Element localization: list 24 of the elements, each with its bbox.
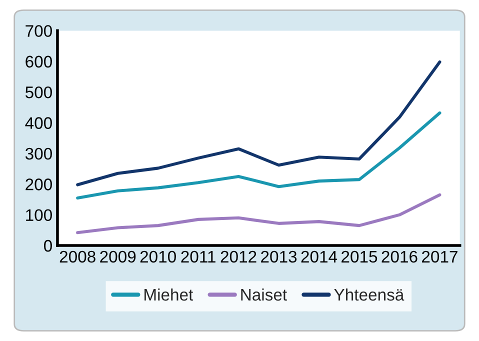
legend-label: Miehet [144, 288, 194, 301]
y-tick-label: 300 [25, 148, 52, 160]
line-series [76, 60, 442, 186]
line-series [76, 193, 442, 234]
x-tick-label: 2011 [181, 250, 216, 263]
x-tick-label: 2014 [301, 250, 338, 263]
y-tick-label: 500 [25, 86, 52, 98]
x-tick-label: 2015 [342, 250, 378, 263]
legend-label: Naiset [241, 288, 287, 301]
legend-label: Yhteensä [334, 288, 404, 301]
y-tick-label: 0 [44, 240, 52, 252]
x-tick-label: 2008 [60, 250, 96, 263]
y-tick-label: 100 [26, 209, 52, 222]
y-tick-label: 700 [26, 25, 52, 37]
x-tick-label: 2009 [100, 250, 136, 263]
x-tick-label: 2017 [422, 250, 458, 263]
line-series [76, 111, 442, 200]
x-tick-label: 2016 [382, 250, 418, 263]
x-tick-label: 2013 [261, 250, 297, 263]
y-tick-label: 600 [26, 56, 52, 68]
y-tick-label: 200 [26, 178, 52, 190]
y-tick-label: 400 [25, 117, 52, 129]
x-tick-label: 2012 [220, 250, 256, 263]
x-tick-label: 2010 [140, 250, 176, 263]
